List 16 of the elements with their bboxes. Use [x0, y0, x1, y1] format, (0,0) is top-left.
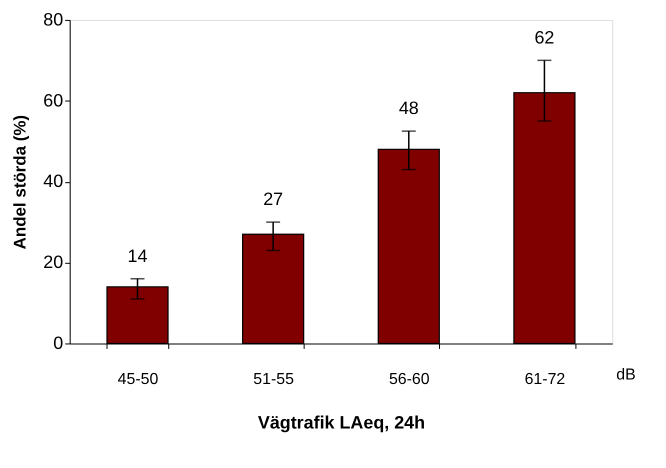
y-tick-label: 0	[53, 332, 64, 353]
x-tick-label: 45-50	[118, 370, 158, 388]
x-tick-label: 51-55	[253, 370, 294, 388]
x-axis-title: Vägtrafik LAeq, 24h	[258, 412, 426, 433]
y-axis-title: Andel störda (%)	[10, 115, 30, 250]
y-tick-label: 60	[43, 90, 64, 110]
data-label: 62	[534, 27, 554, 48]
data-label: 48	[398, 98, 419, 118]
y-tick-label: 80	[43, 9, 64, 30]
x-tick-label: 61-72	[524, 370, 566, 388]
y-tick-label: 20	[43, 252, 64, 272]
data-label: 14	[128, 246, 148, 266]
y-tick-label: 40	[43, 171, 64, 192]
data-label: 27	[263, 189, 284, 210]
x-tick-label: 56-60	[388, 370, 430, 388]
text: dB	[616, 366, 636, 384]
